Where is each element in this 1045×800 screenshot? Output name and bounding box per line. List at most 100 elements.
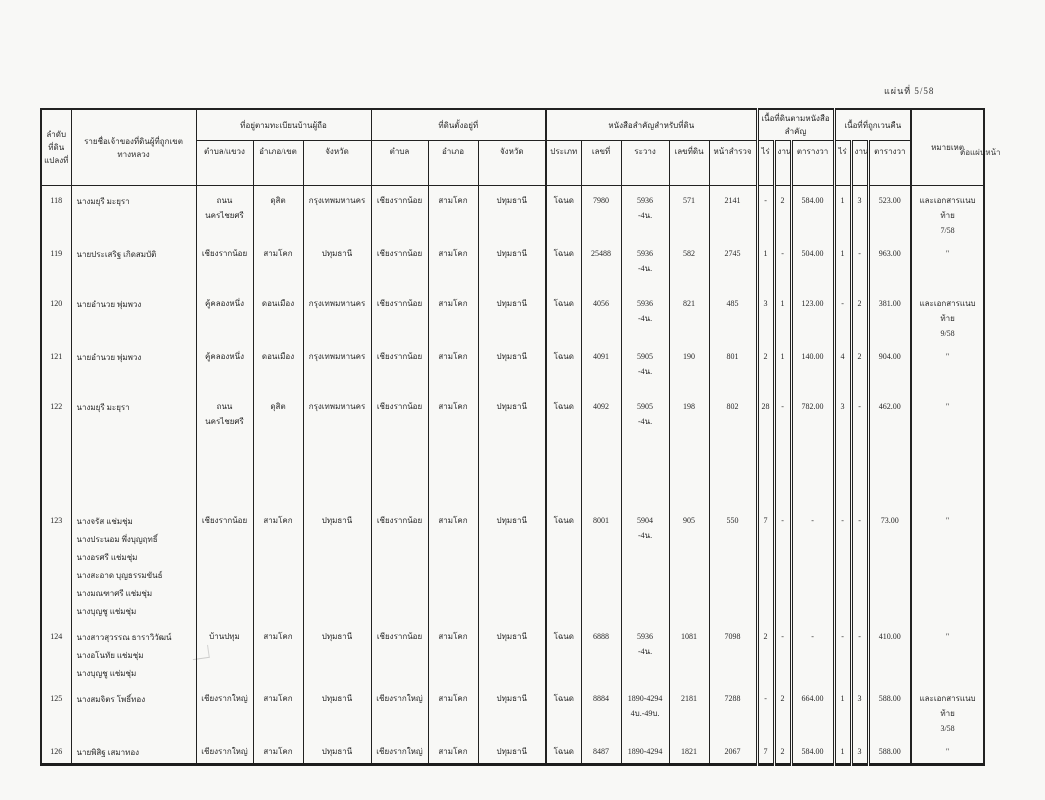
deed-number: 8001 — [580, 506, 622, 622]
sub-header-deed-parcel-no: เลขที่ดิน — [668, 140, 710, 186]
exp-area-ngan: 2 — [849, 289, 869, 342]
sub-header-land-province: จังหวัด — [477, 140, 547, 186]
addr-tambon: ถนนนครไชยศรี — [195, 392, 254, 506]
deed-area-ngan: 2 — [772, 185, 792, 239]
deed-area-ngan: - — [772, 622, 792, 684]
exp-area-rai: - — [832, 622, 852, 684]
deed-area-ngan: - — [772, 506, 792, 622]
deed-ravang: 5936 -4น. — [620, 289, 670, 342]
deed-area-wah: 584.00 — [789, 185, 835, 239]
land-tambon: เชียงรากน้อย — [370, 239, 429, 289]
addr-amphoe: ดอนเมือง — [252, 289, 304, 342]
land-amphoe: สามโคก — [427, 737, 479, 765]
addr-province: กรุงเทพมหานคร — [302, 342, 372, 392]
land-amphoe: สามโคก — [427, 185, 479, 239]
deed-type: โฉนด — [545, 737, 582, 765]
deed-survey-page: 7288 — [708, 684, 758, 737]
deed-number: 4092 — [580, 392, 622, 506]
addr-tambon: ถนนนครไชยศรี — [195, 185, 254, 239]
addr-province: ปทุมธานี — [302, 622, 372, 684]
addr-tambon: คู้คลองหนึ่ง — [195, 342, 254, 392]
exp-area-ngan: - — [849, 239, 869, 289]
addr-province: ปทุมธานี — [302, 684, 372, 737]
deed-area-ngan: - — [772, 392, 792, 506]
table-row: 119 นายประเสริฐ เกิดสมบัติ เชียงรากน้อย … — [40, 239, 985, 289]
deed-type: โฉนด — [545, 622, 582, 684]
sub-header-addr-tambon: ตำบล/แขวง — [195, 140, 254, 186]
table-row: 121 นายอำนวย พุ่มพวง คู้คลองหนึ่ง ดอนเมื… — [40, 342, 985, 392]
addr-province: ปทุมธานี — [302, 737, 372, 765]
exp-area-wah: 73.00 — [866, 506, 912, 622]
deed-survey-page: 550 — [708, 506, 758, 622]
land-amphoe: สามโคก — [427, 506, 479, 622]
sub-header-deed-type: ประเภท — [545, 140, 582, 186]
sub-header-addr-amphoe: อำเภอ/เขต — [252, 140, 304, 186]
sub-header-addr-province: จังหวัด — [302, 140, 372, 186]
exp-area-rai: - — [832, 506, 852, 622]
owner-names: นางสมจิตร โพธิ์ทอง — [70, 684, 197, 737]
deed-survey-page: 2067 — [708, 737, 758, 765]
addr-province: กรุงเทพมหานคร — [302, 289, 372, 342]
deed-type: โฉนด — [545, 506, 582, 622]
deed-area-rai: 2 — [755, 342, 775, 392]
deed-area-rai: 2 — [755, 622, 775, 684]
deed-area-rai: 7 — [755, 737, 775, 765]
deed-area-ngan: 2 — [772, 684, 792, 737]
deed-survey-page: 2141 — [708, 185, 758, 239]
sub-header-deed-survey-page: หน้าสำรวจ — [708, 140, 758, 186]
addr-province: ปทุมธานี — [302, 239, 372, 289]
deed-ravang: 5936 -4น. — [620, 239, 670, 289]
owner-names: นายอำนวย พุ่มพวง — [70, 342, 197, 392]
exp-area-ngan: - — [849, 622, 869, 684]
exp-area-rai: 1 — [832, 185, 852, 239]
deed-area-wah: - — [789, 506, 835, 622]
table-row: 123 นางจรัส แช่มชุ่ม นางประนอม พึ่งบุญฤท… — [40, 506, 985, 622]
land-tambon: เชียงรากน้อย — [370, 622, 429, 684]
exp-area-wah: 462.00 — [866, 392, 912, 506]
addr-tambon: เชียงรากน้อย — [195, 239, 254, 289]
exp-area-ngan: - — [849, 392, 869, 506]
deed-type: โฉนด — [545, 684, 582, 737]
addr-tambon: เชียงรากน้อย — [195, 506, 254, 622]
table-row: 118 นางมยุรี มะยุรา ถนนนครไชยศรี ดุสิต ก… — [40, 185, 985, 239]
deed-area-wah: 140.00 — [789, 342, 835, 392]
deed-area-wah: 782.00 — [789, 392, 835, 506]
exp-area-wah: 963.00 — [866, 239, 912, 289]
land-tambon: เชียงรากน้อย — [370, 506, 429, 622]
table-row: 124 นางสาวสุวรรณ ธาราวิวัฒน์ นางอโนทัย แ… — [40, 622, 985, 684]
deed-area-rai: 1 — [755, 239, 775, 289]
land-province: ปทุมธานี — [477, 737, 547, 765]
land-province: ปทุมธานี — [477, 185, 547, 239]
deed-parcel-no: 1081 — [668, 622, 710, 684]
addr-province: ปทุมธานี — [302, 506, 372, 622]
sub-header-deed-ravang: ระวาง — [620, 140, 670, 186]
group-header-land-location: ที่ดินตั้งอยู่ที่ — [370, 108, 547, 141]
row-sequence-no: 125 — [40, 684, 72, 737]
land-province: ปทุมธานี — [477, 289, 547, 342]
addr-amphoe: ดุสิต — [252, 185, 304, 239]
remark: " — [910, 506, 985, 622]
land-tambon: เชียงรากน้อย — [370, 392, 429, 506]
exp-area-ngan: 2 — [849, 342, 869, 392]
land-tambon: เชียงรากน้อย — [370, 185, 429, 239]
deed-ravang: 1890-4294 — [620, 737, 670, 765]
exp-area-wah: 588.00 — [866, 737, 912, 765]
exp-area-ngan: 3 — [849, 185, 869, 239]
deed-area-rai: 28 — [755, 392, 775, 506]
deed-area-rai: - — [755, 185, 775, 239]
sub-header-deed-ngan: งาน — [772, 140, 792, 186]
deed-area-ngan: 1 — [772, 342, 792, 392]
row-sequence-no: 120 — [40, 289, 72, 342]
land-amphoe: สามโคก — [427, 392, 479, 506]
addr-province: กรุงเทพมหานคร — [302, 392, 372, 506]
land-province: ปทุมธานี — [477, 684, 547, 737]
exp-area-wah: 410.00 — [866, 622, 912, 684]
owner-names: นายอำนวย พุ่มพวง — [70, 289, 197, 342]
group-header-registered-address: ที่อยู่ตามทะเบียนบ้านผู้ถือ — [195, 108, 372, 141]
exp-area-rai: 1 — [832, 239, 852, 289]
addr-amphoe: สามโคก — [252, 506, 304, 622]
deed-ravang: 5936 -4น. — [620, 185, 670, 239]
table-row: 122 นางมยุรี มะยุรา ถนนนครไชยศรี ดุสิต ก… — [40, 392, 985, 506]
owner-names: นางมยุรี มะยุรา — [70, 392, 197, 506]
sub-header-exp-ngan: งาน — [849, 140, 869, 186]
